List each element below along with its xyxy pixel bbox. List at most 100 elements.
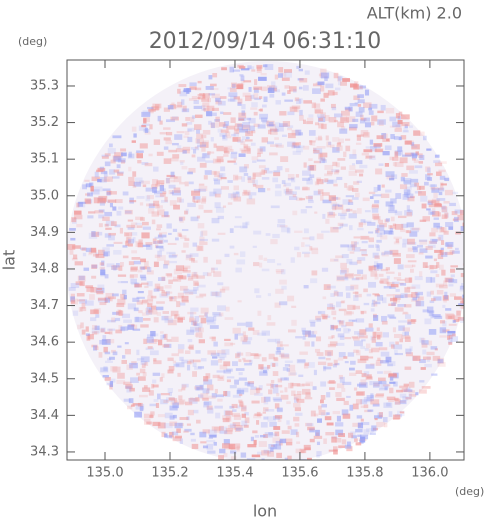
echo-cell bbox=[79, 247, 86, 251]
echo-cell bbox=[155, 183, 160, 187]
echo-cell bbox=[300, 449, 307, 454]
echo-cell bbox=[328, 211, 334, 215]
echo-cell bbox=[115, 169, 120, 174]
echo-cell bbox=[291, 383, 301, 387]
echo-cell bbox=[136, 153, 143, 159]
echo-cell bbox=[303, 285, 309, 289]
echo-cell bbox=[345, 286, 354, 291]
echo-cell bbox=[298, 374, 304, 378]
echo-cell bbox=[193, 188, 201, 193]
echo-cell bbox=[333, 72, 339, 79]
echo-cell bbox=[163, 137, 171, 141]
echo-cell bbox=[370, 335, 376, 341]
echo-cell bbox=[272, 387, 279, 394]
echo-cell bbox=[173, 204, 180, 210]
echo-cell bbox=[198, 339, 205, 344]
echo-cell bbox=[301, 187, 310, 191]
echo-cell bbox=[282, 134, 287, 137]
echo-cell bbox=[220, 129, 229, 133]
echo-cell bbox=[333, 291, 339, 297]
echo-cell bbox=[279, 352, 285, 358]
echo-cell bbox=[400, 293, 408, 299]
echo-cell bbox=[328, 195, 336, 202]
echo-cell bbox=[352, 210, 357, 214]
echo-cell bbox=[230, 117, 236, 123]
echo-cell bbox=[236, 389, 245, 395]
echo-cell bbox=[102, 247, 110, 253]
echo-cell bbox=[245, 321, 253, 328]
echo-cell bbox=[208, 429, 217, 436]
echo-cell bbox=[419, 131, 425, 137]
echo-cell bbox=[236, 351, 241, 357]
echo-cell bbox=[238, 112, 247, 119]
echo-cell bbox=[392, 294, 401, 300]
echo-cell bbox=[348, 106, 353, 112]
echo-cell bbox=[459, 285, 464, 290]
echo-cell bbox=[330, 258, 339, 262]
echo-cell bbox=[440, 182, 444, 189]
echo-cell bbox=[307, 331, 315, 335]
echo-cell bbox=[424, 181, 429, 186]
echo-cell bbox=[389, 225, 397, 229]
echo-cell bbox=[223, 439, 230, 445]
echo-cell bbox=[297, 359, 306, 363]
echo-cell bbox=[202, 445, 208, 449]
echo-cell bbox=[301, 388, 311, 395]
echo-cell bbox=[431, 198, 441, 205]
echo-cell bbox=[452, 315, 461, 320]
echo-cell bbox=[466, 235, 474, 238]
echo-cell bbox=[222, 205, 227, 208]
echo-cell bbox=[427, 310, 435, 314]
echo-cell bbox=[425, 246, 433, 250]
echo-cell bbox=[171, 431, 179, 436]
echo-cell bbox=[360, 399, 368, 405]
echo-cell bbox=[249, 359, 253, 364]
echo-cell bbox=[360, 355, 369, 361]
echo-cell bbox=[322, 179, 327, 183]
echo-cell bbox=[344, 444, 352, 449]
echo-cell bbox=[351, 197, 359, 200]
echo-cell bbox=[146, 281, 153, 287]
echo-cell bbox=[267, 338, 276, 343]
echo-cell bbox=[332, 410, 341, 415]
echo-cell bbox=[392, 252, 401, 257]
echo-cell bbox=[356, 391, 365, 396]
echo-cell bbox=[346, 186, 355, 191]
echo-cell bbox=[91, 176, 100, 182]
echo-cell bbox=[192, 149, 197, 154]
echo-cell bbox=[338, 320, 344, 325]
echo-cell bbox=[287, 178, 294, 181]
echo-cell bbox=[237, 139, 244, 143]
echo-cell bbox=[110, 378, 116, 383]
echo-cell bbox=[223, 452, 228, 458]
echo-cell bbox=[219, 376, 223, 380]
echo-cell bbox=[241, 406, 247, 410]
echo-cell bbox=[377, 119, 386, 125]
echo-cell bbox=[326, 392, 331, 398]
echo-cell bbox=[332, 161, 338, 167]
echo-cell bbox=[360, 346, 366, 350]
echo-cell bbox=[252, 183, 257, 187]
echo-cell bbox=[147, 334, 154, 338]
echo-cell bbox=[320, 381, 327, 387]
echo-cell bbox=[279, 301, 288, 306]
echo-cell bbox=[276, 263, 282, 266]
echo-cell bbox=[335, 328, 342, 332]
echo-cell bbox=[271, 81, 276, 87]
echo-cell bbox=[405, 314, 411, 319]
echo-cell bbox=[86, 198, 93, 204]
echo-cell bbox=[314, 211, 318, 214]
echo-cell bbox=[381, 320, 388, 325]
echo-cell bbox=[349, 244, 357, 248]
echo-cell bbox=[225, 391, 231, 397]
echo-cell bbox=[182, 150, 187, 154]
echo-cell bbox=[314, 122, 319, 126]
echo-cell bbox=[144, 260, 149, 267]
echo-cell bbox=[372, 293, 380, 296]
echo-cell bbox=[213, 441, 217, 446]
echo-cell bbox=[359, 119, 366, 124]
echo-cell bbox=[312, 386, 317, 390]
echo-cell bbox=[366, 374, 372, 379]
echo-cell bbox=[376, 135, 384, 140]
echo-cell bbox=[357, 358, 367, 364]
